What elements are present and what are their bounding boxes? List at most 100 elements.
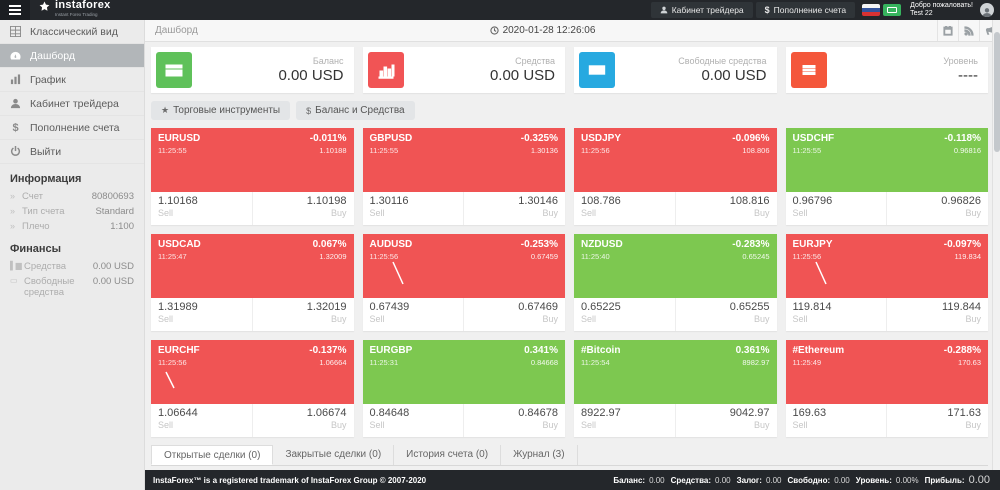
symbol: USDCAD [158,239,201,250]
tile-nzdusd[interactable]: NZDUSD 11:25:40 -0.283% 0.65245 0.65225 S… [574,234,777,331]
sell-cell[interactable]: 1.30116 Sell [363,192,465,225]
tile-usdjpy[interactable]: USDJPY 11:25:56 -0.096% 108.806 108.786 S… [574,128,777,225]
sparkline [814,261,827,285]
buy-cell[interactable]: 9042.97 Buy [729,407,770,430]
trading-instruments-button[interactable]: ★ Торговые инструменты [151,101,291,120]
main-area: Дашборд 2020-01-28 12:26:06 [145,20,1000,490]
vertical-scrollbar[interactable] [992,20,1000,470]
brand-logo[interactable]: instaforex Instant Forex Trading [38,0,111,19]
change-percent: -0.137% [309,345,347,356]
sell-cell[interactable]: 1.10168 Sell [151,192,253,225]
user-icon [982,8,992,17]
buy-cell[interactable]: 108.816 Buy [729,195,770,218]
tile-gbpusd[interactable]: GBPUSD 11:25:55 -0.325% 1.30136 1.30116 S… [362,128,565,225]
sidebar-item-trader-cabinet[interactable]: Кабинет трейдера [0,92,144,116]
sidebar-item-deposit[interactable]: $ Пополнение счета [0,116,144,140]
language-flag-ru[interactable] [862,4,881,16]
last-price: 1.10188 [319,146,347,155]
announcements-button[interactable] [979,20,1000,41]
change-percent: 0.341% [524,345,558,356]
bar-chart-icon [378,64,394,79]
sell-cell[interactable]: 0.84648 Sell [363,404,465,437]
banknote-icon: ▭ [10,276,18,285]
sparkline [391,261,404,285]
buy-cell[interactable]: 1.06674 Buy [306,407,347,430]
sell-cell[interactable]: 0.65225 Sell [574,298,676,331]
payment-card-icon[interactable] [883,4,902,16]
last-price: 108.806 [742,146,770,155]
change-percent: 0.361% [735,345,770,356]
sidebar-item-dashboard[interactable]: Дашборд [0,44,144,68]
app-header: instaforex Instant Forex Trading Кабинет… [0,0,1000,20]
change-percent: -0.288% [943,345,981,356]
buy-cell[interactable]: 0.67469 Buy [518,301,558,324]
sparkline [165,371,175,389]
tile-eurchf[interactable]: EURCHF 11:25:56 -0.137% 1.06664 1.06644 S… [151,340,354,437]
balance-funds-button[interactable]: $ Баланс и Средства [296,101,415,120]
buy-cell[interactable]: 1.30146 Buy [518,195,558,218]
toolbar: ★ Торговые инструменты $ Баланс и Средст… [151,101,988,120]
change-percent: 0.067% [312,239,347,250]
tab-open-deals[interactable]: Открытые сделки (0) [151,445,274,465]
dollar-icon: $ [764,5,770,15]
tab-journal[interactable]: Журнал (3) [501,445,578,465]
stat-card-equity: Средства 0.00 USD [362,47,565,93]
tile-eurusd[interactable]: EURUSD 11:25:55 -0.011% 1.10188 1.10168 S… [151,128,354,225]
tile-eurgbp[interactable]: EURGBP 11:25:31 0.341% 0.84668 0.84648 Se… [362,340,565,437]
tile-usdchf[interactable]: USDCHF 11:25:55 -0.118% 0.96816 0.96796 S… [785,128,988,225]
buy-cell[interactable]: 1.10198 Buy [306,195,347,218]
sell-cell[interactable]: 119.814 Sell [786,298,888,331]
quote-time: 11:25:47 [158,252,187,261]
sidebar-item-logout[interactable]: Выйти [0,140,144,164]
sell-cell[interactable]: 169.63 Sell [786,404,888,437]
calendar-button[interactable] [937,20,958,41]
username: Test 22 [910,10,933,17]
sidebar-item-chart[interactable]: График [0,68,144,92]
tile-eurjpy[interactable]: EURJPY 11:25:56 -0.097% 119.834 119.814 S… [785,234,988,331]
buy-cell[interactable]: 0.96826 Buy [941,195,981,218]
brand-name: instaforex [55,0,111,11]
table-icon [10,26,21,37]
tile-usdcad[interactable]: USDCAD 11:25:47 0.067% 1.32009 1.31989 Se… [151,234,354,331]
copyright-text: InstaForex™ is a registered trademark of… [153,475,427,485]
tab-closed-deals[interactable]: Закрытые сделки (0) [273,445,395,465]
sidebar: Классический вид Дашборд График Кабинет … [0,20,145,490]
change-percent: -0.118% [944,133,981,144]
tile-audusd[interactable]: AUDUSD 11:25:56 -0.253% 0.67459 0.67439 S… [362,234,565,331]
sell-cell[interactable]: 1.31989 Sell [151,298,253,331]
clock-icon [489,26,499,35]
rss-button[interactable] [958,20,979,41]
change-percent: -0.253% [520,239,558,250]
scrollbar-thumb[interactable] [994,32,1000,152]
symbol: GBPUSD [369,133,413,144]
buy-cell[interactable]: 119.844 Buy [942,301,981,324]
tile-ethereum[interactable]: #Ethereum 11:25:49 -0.288% 170.63 169.63… [785,340,988,437]
avatar[interactable] [980,3,994,17]
tab-account-history[interactable]: История счета (0) [394,445,502,465]
deposit-button[interactable]: $ Пополнение счета [755,2,856,18]
quote-time: 11:25:55 [158,146,187,155]
stat-card-level: Уровень ---- [785,47,988,93]
sell-cell[interactable]: 0.67439 Sell [363,298,465,331]
last-price: 0.84668 [530,358,558,367]
app-footer: InstaForex™ is a registered trademark of… [145,470,1000,490]
buy-cell[interactable]: 0.84678 Buy [518,407,558,430]
sell-cell[interactable]: 8922.97 Sell [574,404,676,437]
sidebar-item-classic-view[interactable]: Классический вид [0,20,144,44]
quote-time: 11:25:55 [369,146,399,155]
instrument-tiles-grid: EURUSD 11:25:55 -0.011% 1.10188 1.10168 S… [151,128,988,437]
sell-cell[interactable]: 0.96796 Sell [786,192,888,225]
tile-bitcoin[interactable]: #Bitcoin 11:25:54 0.361% 8982.97 8922.97… [574,340,777,437]
buy-cell[interactable]: 0.65255 Buy [729,301,770,324]
sell-cell[interactable]: 1.06644 Sell [151,404,253,437]
trader-cabinet-button[interactable]: Кабинет трейдера [650,2,753,18]
symbol: NZDUSD [581,239,623,250]
profit-value: 0.00 [968,474,990,486]
buy-cell[interactable]: 1.32019 Buy [306,301,347,324]
menu-toggle-button[interactable] [0,0,30,20]
sell-cell[interactable]: 108.786 Sell [574,192,676,225]
buy-cell[interactable]: 171.63 Buy [947,407,981,430]
last-price: 1.06664 [319,358,347,367]
banknote-icon [588,65,606,75]
symbol: AUDUSD [369,239,413,250]
